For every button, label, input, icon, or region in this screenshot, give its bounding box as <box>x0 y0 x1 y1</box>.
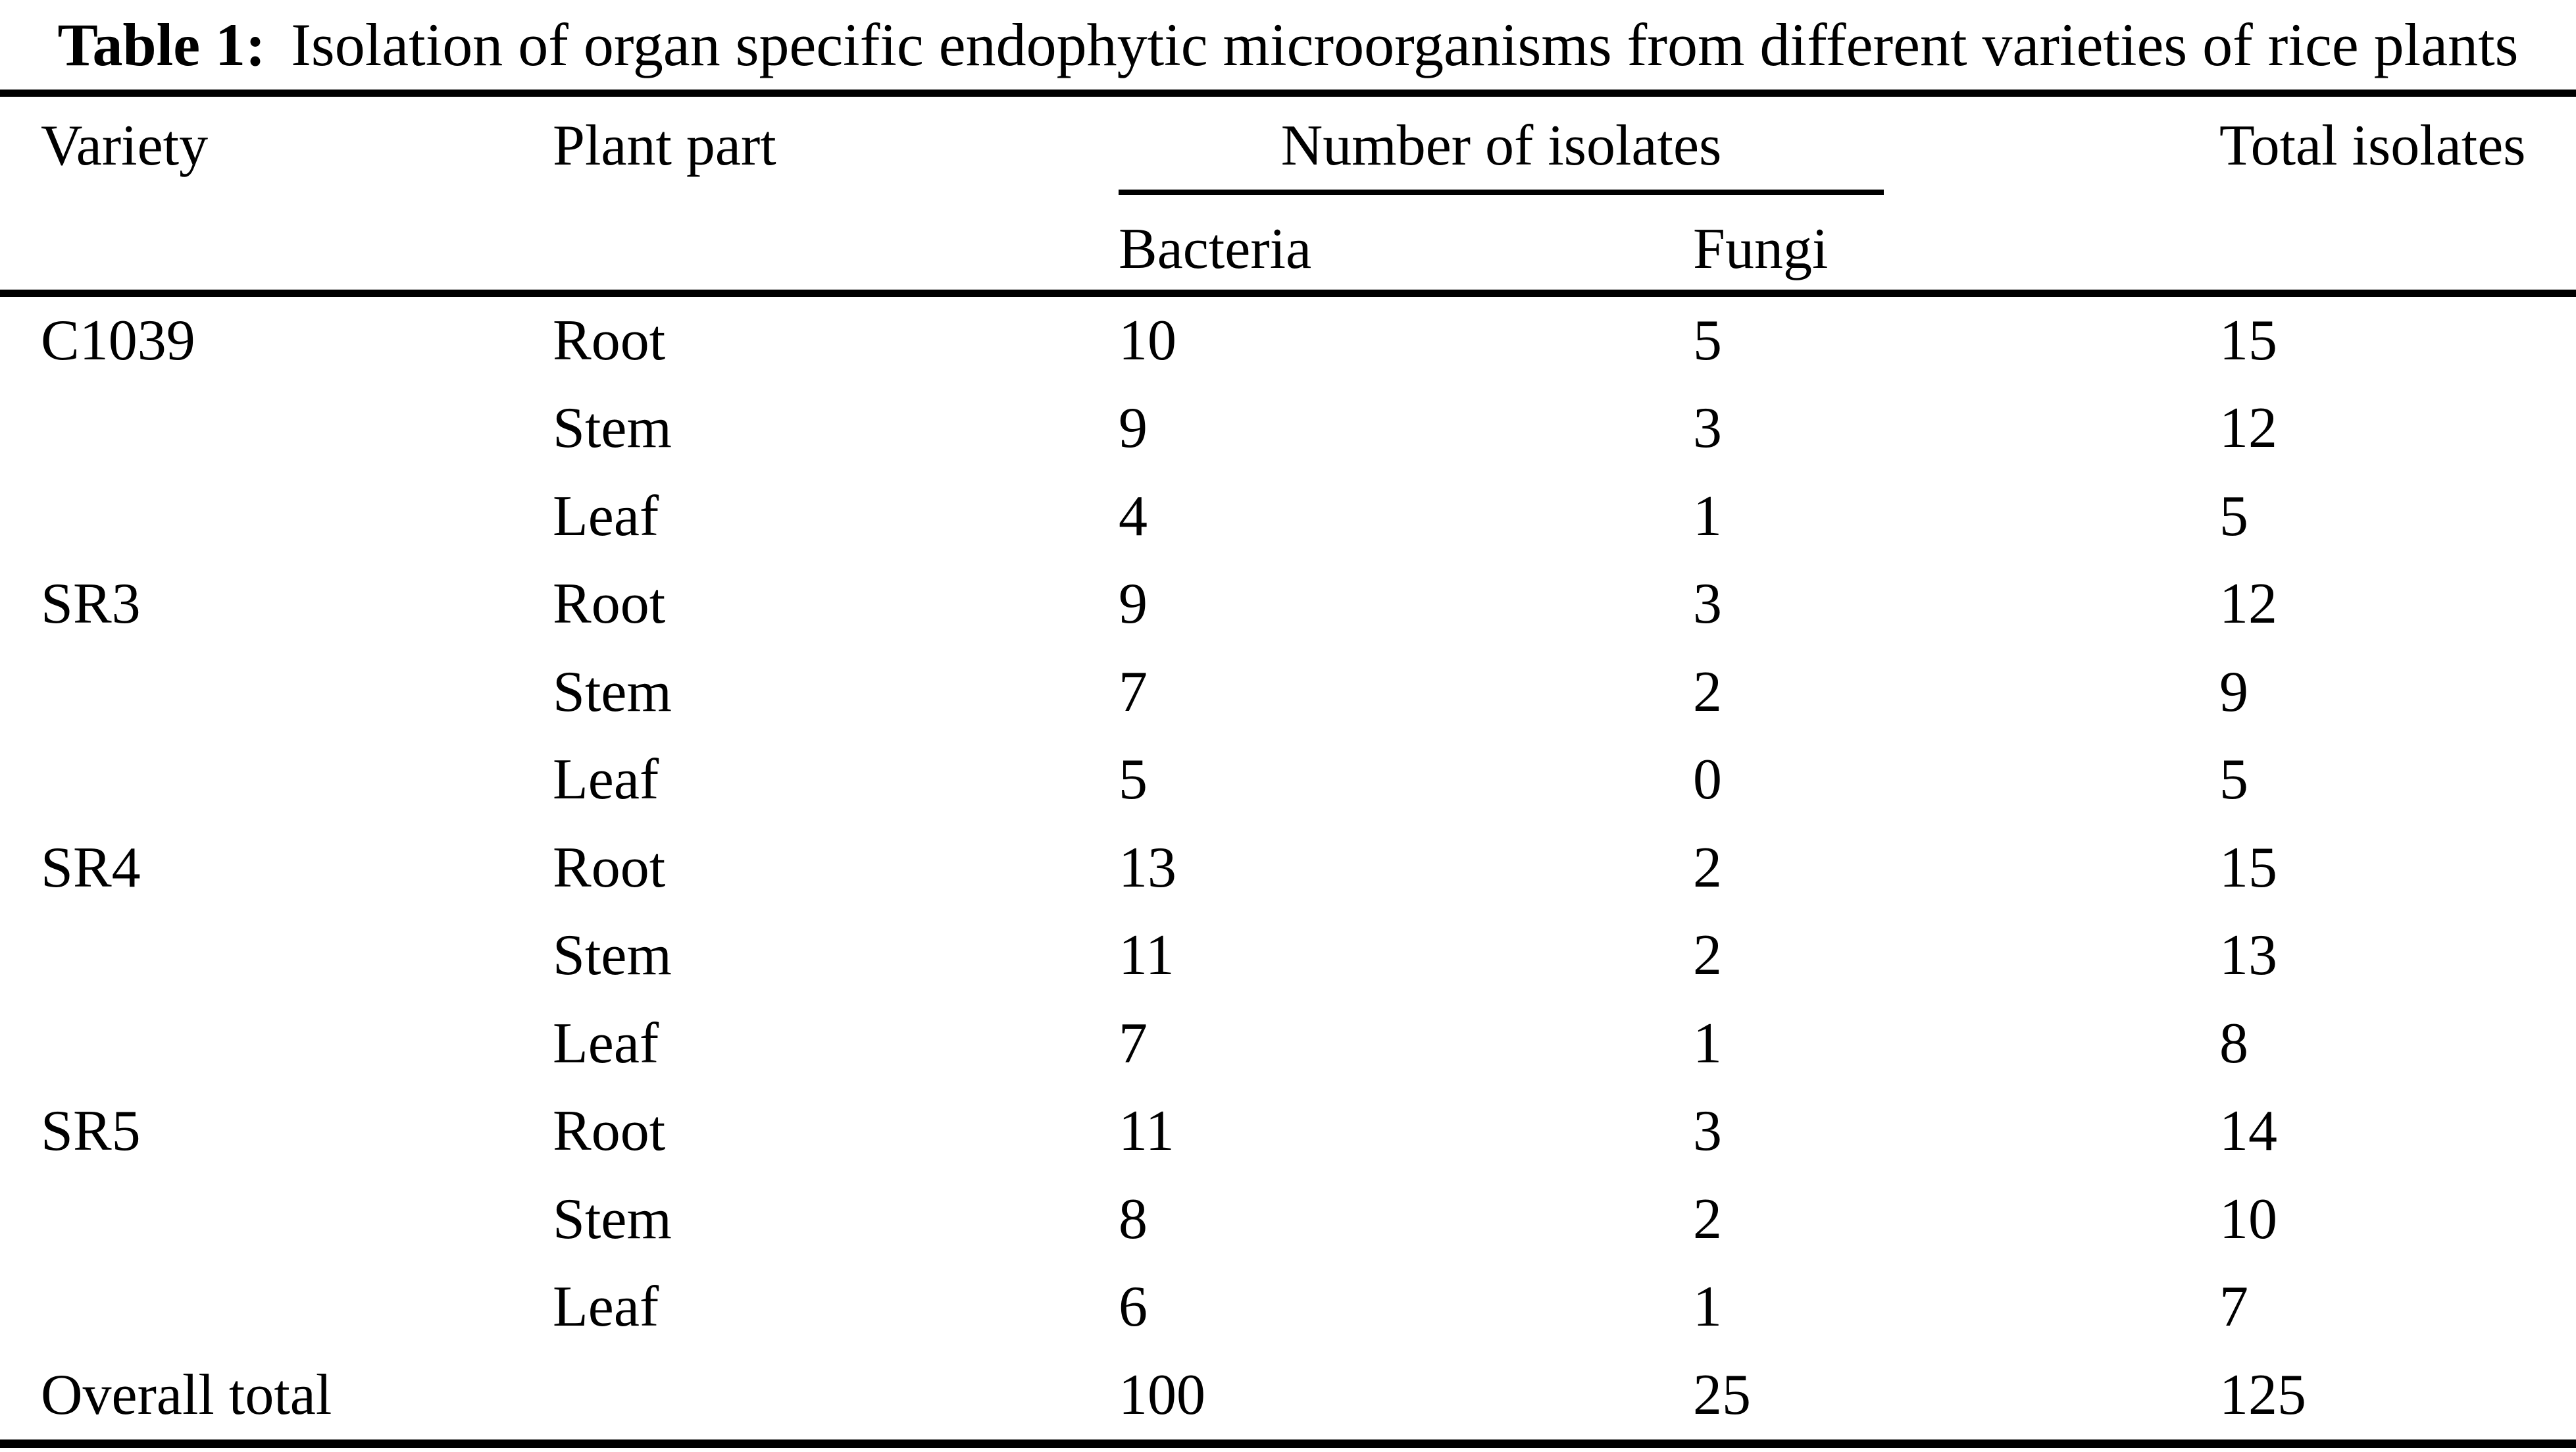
cell-total-count: 12 <box>2219 572 2277 636</box>
cell-variety: C1039 <box>41 308 195 373</box>
cell-variety: SR5 <box>41 1099 141 1164</box>
cell-total-count: 8 <box>2219 1011 2248 1076</box>
cell-total-count: 7 <box>2219 1275 2248 1339</box>
cell-fungi-count: 2 <box>1693 660 1722 724</box>
cell-total-count: 15 <box>2219 835 2277 900</box>
table-row: SR4 Root 13 2 15 <box>0 824 2576 912</box>
cell-total-count: 12 <box>2219 396 2277 461</box>
cell-plant-part: Root <box>553 1099 666 1164</box>
column-group-number-of-isolates: Number of isolates <box>1119 97 2219 195</box>
table-row: C1039 Root 10 5 15 <box>0 297 2576 385</box>
top-rule <box>0 90 2576 97</box>
table-row: SR5 Root 11 3 14 <box>0 1088 2576 1176</box>
cell-plant-part: Root <box>553 308 666 373</box>
column-header-bacteria: Bacteria <box>1119 217 1312 281</box>
table-row: Leaf 6 1 7 <box>0 1264 2576 1352</box>
cell-fungi-count: 3 <box>1693 572 1722 636</box>
column-header-variety: Variety <box>41 113 209 178</box>
cell-plant-part: Stem <box>553 923 672 988</box>
cell-total-count: 5 <box>2219 484 2248 548</box>
cell-bacteria-count: 13 <box>1119 835 1176 900</box>
cell-bacteria-count: 7 <box>1119 660 1148 724</box>
cell-fungi-count: 3 <box>1693 396 1722 461</box>
table-row: Stem 9 3 12 <box>0 385 2576 473</box>
cell-plant-part: Stem <box>553 396 672 461</box>
table-row: Stem 11 2 13 <box>0 912 2576 1000</box>
table-row: Stem 8 2 10 <box>0 1176 2576 1264</box>
table-row: Leaf 7 1 8 <box>0 1000 2576 1088</box>
cell-bacteria-count: 7 <box>1119 1011 1148 1076</box>
cell-total-count: 9 <box>2219 660 2248 724</box>
cell-fungi-count: 0 <box>1693 748 1722 812</box>
cell-variety: SR3 <box>41 572 141 636</box>
table-row: Overall total 100 25 125 <box>0 1351 2576 1439</box>
table-row: Leaf 5 0 5 <box>0 737 2576 825</box>
table-subheader-row: Bacteria Fungi <box>0 195 2576 290</box>
column-header-fungi: Fungi <box>1693 217 1829 281</box>
cell-plant-part: Stem <box>553 1187 672 1251</box>
cell-total-count: 13 <box>2219 923 2277 988</box>
cell-fungi-count: 5 <box>1693 308 1722 373</box>
table-row: SR3 Root 9 3 12 <box>0 561 2576 649</box>
table-caption: Table 1: Isolation of organ specific end… <box>0 0 2576 90</box>
table-row: Stem 7 2 9 <box>0 648 2576 737</box>
cell-bacteria-count: 9 <box>1119 572 1148 636</box>
cell-bacteria-count: 9 <box>1119 396 1148 461</box>
cell-bacteria-count: 5 <box>1119 748 1148 812</box>
table-caption-label: Table 1: <box>57 11 266 78</box>
column-header-total-isolates: Total isolates <box>2219 113 2526 178</box>
table-body: C1039 Root 10 5 15 Stem 9 3 12 Leaf 4 1 … <box>0 297 2576 1439</box>
cell-fungi-count: 1 <box>1693 1011 1722 1076</box>
cell-bacteria-count: 100 <box>1119 1362 1205 1427</box>
cell-fungi-count: 3 <box>1693 1099 1722 1164</box>
column-group-underline <box>1119 190 1884 195</box>
column-group-label: Number of isolates <box>1280 113 1722 178</box>
cell-fungi-count: 25 <box>1693 1362 1751 1427</box>
cell-bacteria-count: 8 <box>1119 1187 1148 1251</box>
cell-fungi-count: 2 <box>1693 1187 1722 1251</box>
cell-total-count: 14 <box>2219 1099 2277 1164</box>
cell-bacteria-count: 4 <box>1119 484 1148 548</box>
bottom-rule <box>0 1439 2576 1448</box>
cell-plant-part: Leaf <box>553 484 659 548</box>
cell-fungi-count: 2 <box>1693 923 1722 988</box>
cell-plant-part: Leaf <box>553 748 659 812</box>
table-caption-text: Isolation of organ specific endophytic m… <box>291 11 2519 78</box>
table-header-row: Variety Plant part Number of isolates To… <box>0 97 2576 195</box>
cell-variety: SR4 <box>41 835 141 900</box>
cell-fungi-count: 1 <box>1693 484 1722 548</box>
cell-bacteria-count: 11 <box>1119 923 1174 988</box>
cell-fungi-count: 2 <box>1693 835 1722 900</box>
cell-plant-part: Root <box>553 835 666 900</box>
cell-fungi-count: 1 <box>1693 1275 1722 1339</box>
cell-total-count: 10 <box>2219 1187 2277 1251</box>
cell-total-count: 15 <box>2219 308 2277 373</box>
cell-plant-part: Leaf <box>553 1011 659 1076</box>
cell-bacteria-count: 10 <box>1119 308 1176 373</box>
cell-total-count: 125 <box>2219 1362 2306 1427</box>
cell-plant-part: Leaf <box>553 1275 659 1339</box>
cell-plant-part: Root <box>553 572 666 636</box>
cell-bacteria-count: 11 <box>1119 1099 1174 1164</box>
header-rule <box>0 290 2576 297</box>
cell-plant-part: Stem <box>553 660 672 724</box>
cell-bacteria-count: 6 <box>1119 1275 1148 1339</box>
table-row: Leaf 4 1 5 <box>0 473 2576 561</box>
cell-variety: Overall total <box>41 1362 332 1427</box>
cell-total-count: 5 <box>2219 748 2248 812</box>
column-header-plant-part: Plant part <box>553 113 776 178</box>
